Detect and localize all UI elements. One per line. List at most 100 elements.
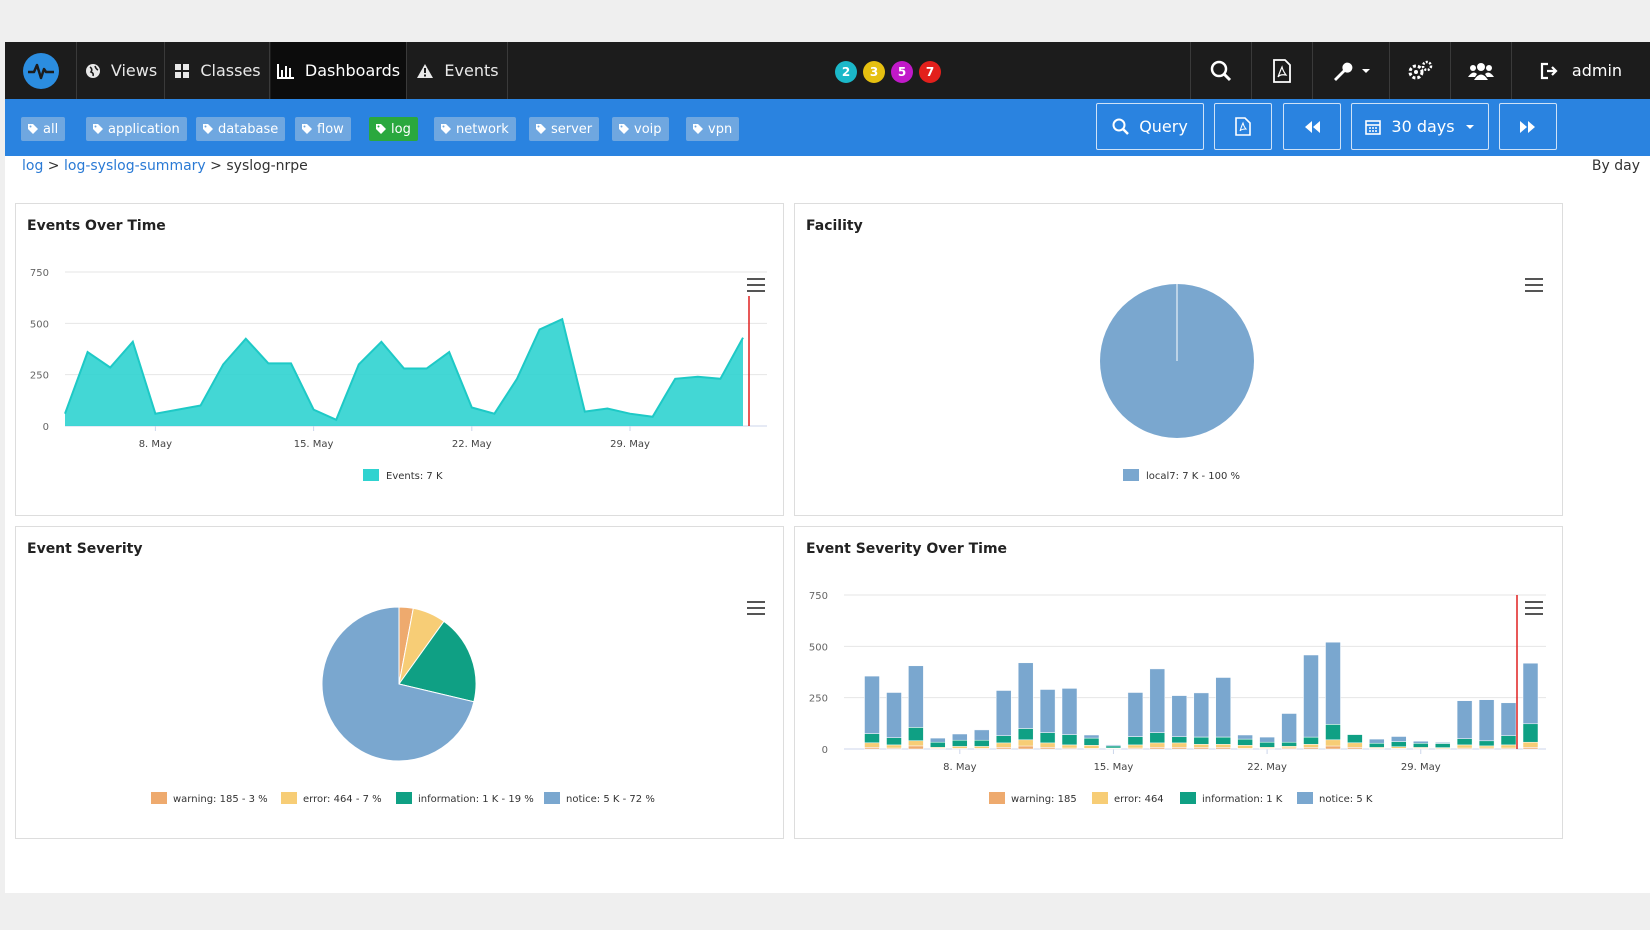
next-range-button[interactable] [1499,103,1557,150]
chart-menu-icon[interactable] [1525,278,1543,292]
grid-icon [175,63,190,78]
calendar-icon [1365,119,1382,135]
bar-segment [1171,736,1188,744]
tools-menu[interactable] [1312,42,1388,99]
nav-events[interactable]: Events [408,42,508,99]
pulse-logo-icon [22,52,59,89]
breadcrumb-current: syslog-nrpe [226,158,308,174]
nav-views[interactable]: Views [78,42,165,99]
x-tick-label: 29. May [1401,762,1441,773]
tag-label: log [391,121,411,137]
search-icon [1112,118,1130,135]
bar-segment [1061,734,1078,746]
tag-server[interactable]: server [529,117,600,141]
tag-label: vpn [708,121,733,137]
bar-segment [886,737,902,746]
app-window: Views Classes Dashboards Events 2 3 5 7 [5,42,1650,893]
legend-label: error: 464 - 7 % [303,794,382,805]
tag-label: voip [634,121,662,137]
legend-label: Events: 7 K [386,471,443,482]
tag-icon [28,124,38,134]
alert-badge-yellow[interactable]: 3 [863,61,885,83]
bar-segment [1347,742,1363,748]
chart-menu-icon[interactable] [1525,601,1543,615]
bar-segment [1237,734,1253,740]
bar-segment [1500,702,1517,736]
globe-icon [85,63,100,78]
time-range-label: 30 days [1391,117,1455,136]
tag-label: application [108,121,180,137]
bar-segment [1259,747,1275,749]
bar-segment [1259,741,1275,748]
panel-event-severity: Event Severity warning: 185 - 3 % error: … [15,526,784,839]
bar-segment [1500,735,1517,746]
x-tick-label: 8. May [943,762,976,773]
users-button[interactable] [1450,42,1510,99]
tag-log[interactable]: log [369,117,418,141]
username-label: admin [1571,61,1623,80]
breadcrumb-root-link[interactable]: log [22,158,44,174]
tag-application[interactable]: application [86,117,187,141]
bar-segment [1522,723,1539,743]
bar-segment [1105,745,1122,749]
tag-database[interactable]: database [196,117,286,141]
bar-segment [1303,744,1319,748]
nav-classes[interactable]: Classes [166,42,270,99]
tag-icon [619,124,629,134]
chart-menu-icon[interactable] [747,278,765,292]
legend-label: local7: 7 K - 100 % [1146,471,1240,482]
alert-badge-cyan[interactable]: 2 [835,61,857,83]
bar-segment [864,747,880,750]
app-logo[interactable] [5,42,77,99]
bar-segment [1347,734,1363,744]
search-icon [1210,60,1231,81]
bar-segment [1017,662,1034,729]
events-area [65,319,743,426]
bar-segment [1434,742,1451,744]
bar-segment [1347,747,1363,750]
tag-icon [302,124,312,134]
y-tick-label: 250 [809,694,828,705]
bar-segment [1325,641,1341,725]
tag-label: flow [317,121,344,137]
alert-badge-red[interactable]: 7 [919,61,941,83]
alert-badge-magenta[interactable]: 5 [891,61,913,83]
user-menu[interactable]: admin [1511,42,1650,99]
breadcrumb-separator: > [210,158,222,174]
panel-title: Event Severity [27,541,143,557]
bar-segment [1039,689,1056,733]
legend-swatch [1123,469,1139,481]
x-tick-label: 29. May [610,439,650,450]
bar-segment [1215,744,1231,748]
panel-title: Facility [806,218,863,234]
nav-dashboards-label: Dashboards [304,61,401,80]
nav-dashboards[interactable]: Dashboards [271,42,407,99]
settings-button[interactable] [1389,42,1449,99]
facility-pie-chart: local7: 7 K - 100 % [1100,284,1254,482]
breadcrumb-parent-link[interactable]: log-syslog-summary [63,158,206,174]
time-range-dropdown[interactable]: 30 days [1351,103,1489,150]
tag-voip[interactable]: voip [612,117,669,141]
bar-segment [952,733,968,741]
pdf-report-button[interactable] [1214,103,1272,150]
bar-segment [1413,743,1429,748]
bar-segment [930,747,946,749]
chart-menu-icon[interactable] [747,601,765,615]
events-line [64,317,744,422]
previous-range-button[interactable] [1283,103,1341,150]
bar-segment [1369,743,1385,748]
x-tick-label: 22. May [452,439,492,450]
y-tick-label: 250 [30,371,49,382]
tag-all[interactable]: all [21,117,66,141]
bar-segment [1193,692,1210,738]
tag-vpn[interactable]: vpn [686,117,740,141]
bar-segment [1391,736,1407,742]
x-tick-label: 15. May [294,439,334,450]
tag-flow[interactable]: flow [295,117,351,141]
search-button[interactable] [1190,42,1250,99]
pdf-export-button[interactable] [1251,42,1311,99]
bar-segment [1434,743,1451,748]
query-button[interactable]: Query [1096,103,1204,150]
bar-segment [1500,744,1517,749]
tag-network[interactable]: network [434,117,516,141]
